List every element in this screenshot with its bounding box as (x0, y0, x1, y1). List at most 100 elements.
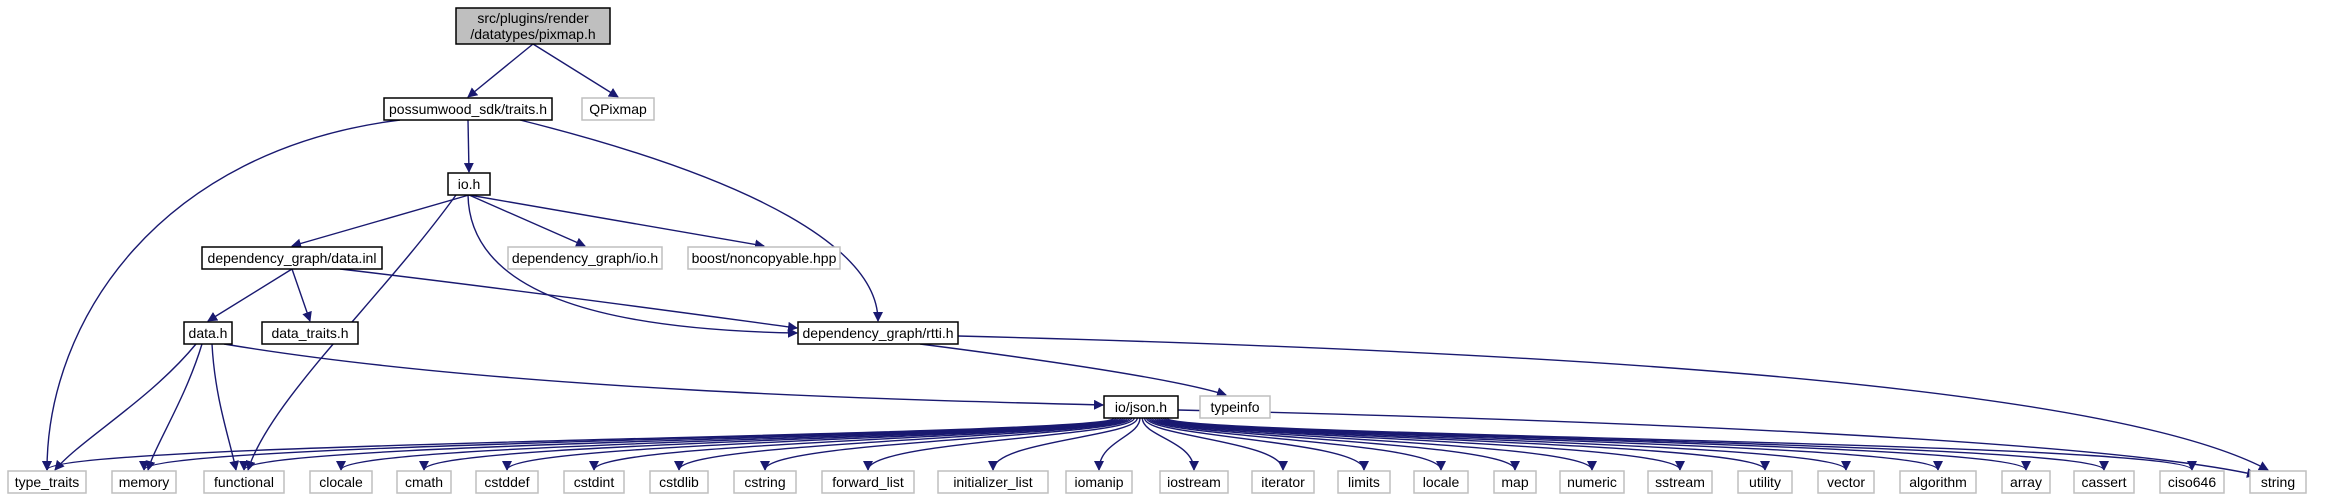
node-locale: locale (1413, 470, 1469, 494)
node-forward_list: forward_list (821, 470, 915, 494)
node-label-noncopyable: boost/noncopyable.hpp (692, 250, 837, 266)
node-box-map (1493, 470, 1537, 494)
node-box-array (2001, 470, 2051, 494)
node-traits[interactable]: possumwood_sdk/traits.h (383, 97, 553, 121)
node-json[interactable]: io/json.h (1103, 395, 1179, 419)
node-map: map (1493, 470, 1537, 494)
node-box-ciso646 (2159, 470, 2225, 494)
node-label-pixmap: src/plugins/render (477, 10, 589, 26)
node-io[interactable]: io.h (447, 172, 491, 196)
node-data_inl[interactable]: dependency_graph/data.inl (201, 246, 383, 270)
node-label-utility: utility (1749, 474, 1781, 490)
node-box-cassert (2073, 470, 2135, 494)
node-initializer_list: initializer_list (937, 470, 1049, 494)
edge-data_inl-to-data_h (207, 268, 293, 322)
node-vector: vector (1817, 470, 1875, 494)
node-noncopyable: boost/noncopyable.hpp (687, 246, 841, 270)
node-box-vector (1817, 470, 1875, 494)
edge-data_inl-to-data_traits (291, 268, 312, 322)
node-box-iterator (1251, 470, 1315, 494)
edge-json-to-ciso646 (1166, 417, 2197, 471)
node-label-forward_list: forward_list (832, 474, 904, 490)
node-memory: memory (111, 470, 177, 494)
node-label-array: array (2010, 474, 2042, 490)
node-label-json: io/json.h (1115, 399, 1167, 415)
node-box-data_h (183, 321, 233, 345)
node-algorithm: algorithm (1899, 470, 1977, 494)
node-label-data_traits: data_traits.h (271, 325, 348, 341)
node-box-iomanip (1065, 470, 1133, 494)
node-data_h[interactable]: data.h (183, 321, 233, 345)
edge-rtti-to-typeinfo (919, 343, 1227, 397)
node-box-data_traits (261, 321, 359, 345)
node-cstddef: cstddef (475, 470, 539, 494)
node-box-functional (203, 470, 285, 494)
node-label-iostream: iostream (1167, 474, 1221, 490)
node-box-cmath (396, 470, 452, 494)
node-box-iostream (1159, 470, 1229, 494)
node-box-forward_list (821, 470, 915, 494)
edges-layer (42, 43, 2269, 478)
node-box-sstream (1647, 470, 1713, 494)
node-label-iterator: iterator (1261, 474, 1305, 490)
node-label-cstdlib: cstdlib (659, 474, 699, 490)
node-box-numeric (1559, 470, 1625, 494)
node-box-json (1103, 395, 1179, 419)
edge-io-to-data_inl (291, 194, 470, 249)
node-string: string (2249, 470, 2307, 494)
node-cstring: cstring (733, 470, 797, 494)
edge-json-to-cstdlib (674, 417, 1131, 471)
node-dg_io: dependency_graph/io.h (507, 246, 663, 270)
node-label-initializer_list: initializer_list (953, 474, 1032, 490)
node-box-io (447, 172, 491, 196)
node-cstdlib: cstdlib (649, 470, 709, 494)
edge-data_inl-to-rtti (339, 268, 798, 332)
edge-json-to-numeric (1151, 417, 1597, 471)
node-label-io: io.h (458, 176, 481, 192)
node-data_traits[interactable]: data_traits.h (261, 321, 359, 345)
node-label-cassert: cassert (2081, 474, 2126, 490)
node-type_traits: type_traits (7, 470, 87, 494)
edge-rtti-to-string (957, 335, 2269, 471)
edge-pixmap-to-traits (467, 43, 534, 98)
edge-data_h-to-memory (145, 343, 203, 471)
edge-json-to-initializer_list (988, 417, 1138, 471)
edge-json-to-vector (1157, 417, 1851, 471)
node-box-utility (1737, 470, 1793, 494)
node-rtti[interactable]: dependency_graph/rtti.h (797, 321, 959, 345)
node-functional: functional (203, 470, 285, 494)
node-label-map: map (1501, 474, 1528, 490)
node-ciso646: ciso646 (2159, 470, 2225, 494)
node-label-dg_io: dependency_graph/io.h (512, 250, 658, 266)
edge-io-to-rtti (467, 194, 798, 338)
node-pixmap[interactable]: src/plugins/render/datatypes/pixmap.h (455, 7, 611, 45)
node-label-data_inl: dependency_graph/data.inl (208, 250, 377, 266)
edge-traits-to-type_traits (42, 119, 401, 471)
node-box-initializer_list (937, 470, 1049, 494)
node-typeinfo: typeinfo (1199, 395, 1271, 419)
node-box-cstdint (563, 470, 625, 494)
node-box-noncopyable (687, 246, 841, 270)
node-qpixmap: QPixmap (581, 97, 655, 121)
edge-io-to-noncopyable (468, 194, 765, 250)
node-box-rtti (797, 321, 959, 345)
node-box-dg_io (507, 246, 663, 270)
edge-json-to-iostream (1141, 417, 1199, 471)
edge-io-to-functional (245, 194, 457, 471)
node-box-cstdlib (649, 470, 709, 494)
node-iomanip: iomanip (1065, 470, 1133, 494)
node-label-ciso646: ciso646 (2168, 474, 2216, 490)
node-cmath: cmath (396, 470, 452, 494)
node-label-algorithm: algorithm (1909, 474, 1967, 490)
node-label-functional: functional (214, 474, 274, 490)
node-box-limits (1337, 470, 1391, 494)
node-label-string: string (2261, 474, 2295, 490)
node-label-cmath: cmath (405, 474, 443, 490)
node-label-vector: vector (1827, 474, 1865, 490)
node-label-clocale: clocale (319, 474, 363, 490)
edge-json-to-map (1149, 417, 1520, 471)
edge-data_h-to-json (223, 343, 1104, 410)
node-cstdint: cstdint (563, 470, 625, 494)
edge-pixmap-to-qpixmap (532, 43, 619, 98)
node-box-type_traits (7, 470, 87, 494)
